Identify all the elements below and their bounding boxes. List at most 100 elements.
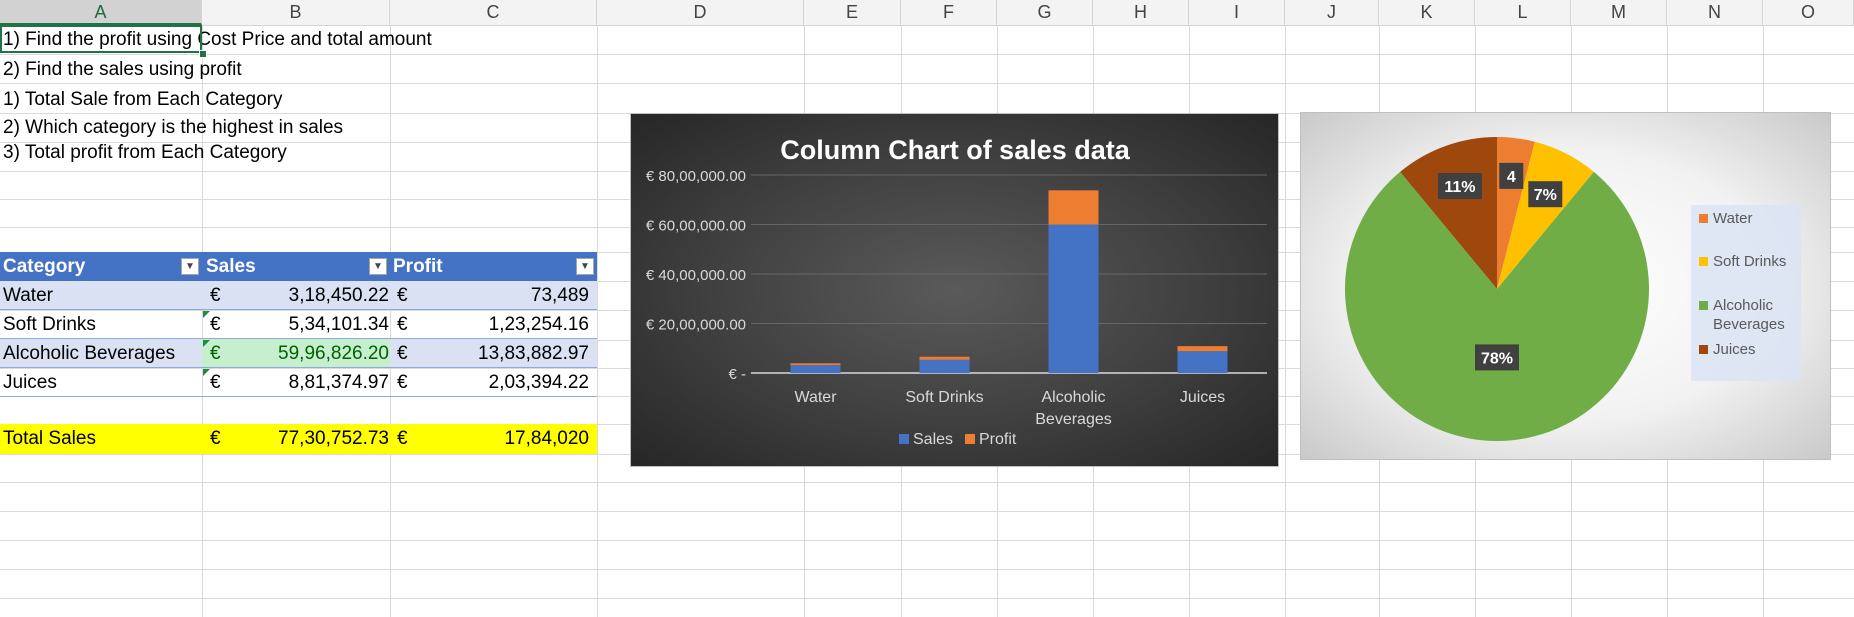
table-row: Juices €8,81,374.97 €2,03,394.22 bbox=[0, 368, 597, 397]
data-label: 4 bbox=[1507, 169, 1516, 186]
data-label: 78% bbox=[1481, 350, 1513, 367]
column-chart[interactable]: Column Chart of sales data € - € 20,00,000… bbox=[630, 113, 1279, 467]
filter-dropdown-icon[interactable]: ▼ bbox=[181, 258, 199, 275]
column-header-h[interactable]: H bbox=[1093, 0, 1189, 25]
legend-swatch bbox=[899, 434, 909, 444]
grid-hline bbox=[0, 54, 1854, 55]
legend-swatch bbox=[1699, 345, 1708, 354]
category-cell[interactable]: Water bbox=[3, 285, 53, 306]
grid-vline bbox=[390, 25, 391, 617]
profit-value[interactable]: 1,23,254.16 bbox=[488, 314, 589, 335]
legend-label: Beverages bbox=[1713, 316, 1785, 333]
column-header-c[interactable]: C bbox=[390, 0, 597, 25]
grid-hline bbox=[0, 540, 1854, 541]
sales-value[interactable]: 8,81,374.97 bbox=[288, 372, 389, 393]
column-header-j[interactable]: J bbox=[1285, 0, 1379, 25]
profit-value[interactable]: 73,489 bbox=[530, 285, 589, 306]
filter-dropdown-icon[interactable]: ▼ bbox=[369, 258, 387, 275]
selected-cell-A1[interactable] bbox=[0, 25, 202, 53]
fill-handle[interactable] bbox=[199, 50, 207, 58]
x-tick-label: Soft Drinks bbox=[905, 389, 983, 406]
grid-hline bbox=[0, 482, 1854, 483]
profit-currency[interactable]: € bbox=[397, 343, 408, 364]
sales-value[interactable]: 59,96,826.20 bbox=[278, 343, 389, 364]
column-header-l[interactable]: L bbox=[1475, 0, 1571, 25]
legend-label: Juices bbox=[1713, 341, 1756, 358]
total-profit-currency: € bbox=[397, 428, 408, 449]
total-row: Total Sales € 77,30,752.73 € 17,84,020 bbox=[0, 424, 597, 454]
y-tick-label: € - bbox=[728, 366, 746, 383]
filter-dropdown-icon[interactable]: ▼ bbox=[576, 258, 594, 275]
total-sales-value[interactable]: 77,30,752.73 bbox=[278, 428, 389, 449]
legend-label: Profit bbox=[979, 431, 1017, 448]
bar-profit bbox=[919, 356, 970, 360]
x-tick-label: Water bbox=[794, 389, 837, 406]
note-1[interactable]: 1) Find the profit using Cost Price and … bbox=[3, 29, 432, 50]
column-header-a[interactable]: A bbox=[0, 0, 202, 25]
legend-label: Water bbox=[1713, 210, 1752, 227]
grid-hline bbox=[0, 83, 1854, 84]
table-header-row: Category ▼ Sales ▼ Profit ▼ bbox=[0, 252, 597, 281]
column-header-b[interactable]: B bbox=[202, 0, 390, 25]
category-cell[interactable]: Soft Drinks bbox=[3, 314, 96, 335]
data-label: 11% bbox=[1444, 179, 1475, 196]
column-header-m[interactable]: M bbox=[1571, 0, 1667, 25]
error-indicator-icon[interactable] bbox=[203, 311, 210, 318]
legend-swatch bbox=[1699, 301, 1708, 310]
data-label-box bbox=[1437, 173, 1482, 200]
sales-currency[interactable]: € bbox=[210, 314, 221, 335]
profit-value[interactable]: 2,03,394.22 bbox=[488, 372, 589, 393]
bar-profit bbox=[1048, 190, 1099, 225]
note-5[interactable]: 3) Total profit from Each Category bbox=[3, 142, 287, 163]
column-header-f[interactable]: F bbox=[901, 0, 997, 25]
column-header-n[interactable]: N bbox=[1667, 0, 1763, 25]
pie-chart[interactable]: 4 7% 78% 11% Water Soft Drinks Alcoholic Bevera… bbox=[1300, 112, 1831, 460]
table-row: Water €3,18,450.22 €73,489 bbox=[0, 281, 597, 310]
profit-value[interactable]: 13,83,882.97 bbox=[478, 343, 589, 364]
note-2[interactable]: 2) Find the sales using profit bbox=[3, 59, 242, 80]
pie-slice bbox=[1497, 141, 1594, 289]
column-header-g[interactable]: G bbox=[997, 0, 1093, 25]
bar-profit bbox=[790, 363, 841, 366]
column-header-i[interactable]: I bbox=[1189, 0, 1285, 25]
note-4[interactable]: 2) Which category is the highest in sale… bbox=[3, 117, 344, 138]
table-row: Soft Drinks €5,34,101.34 €1,23,254.16 bbox=[0, 310, 597, 339]
total-profit-value[interactable]: 17,84,020 bbox=[504, 428, 589, 449]
total-sales-currency: € bbox=[210, 428, 221, 449]
sales-currency[interactable]: € bbox=[210, 372, 221, 393]
note-3[interactable]: 1) Total Sale from Each Category bbox=[3, 89, 283, 110]
legend-label: Soft Drinks bbox=[1713, 253, 1786, 270]
error-indicator-icon[interactable] bbox=[203, 369, 210, 376]
bar-sales bbox=[790, 365, 841, 373]
bar-sales bbox=[1048, 224, 1099, 373]
legend-label: Alcoholic bbox=[1713, 297, 1774, 314]
grid-vline bbox=[1285, 25, 1286, 617]
sales-currency[interactable]: € bbox=[210, 343, 221, 364]
sales-value[interactable]: 3,18,450.22 bbox=[288, 285, 389, 306]
column-header-o[interactable]: O bbox=[1763, 0, 1854, 25]
profit-currency[interactable]: € bbox=[397, 285, 408, 306]
grid-vline bbox=[202, 25, 203, 617]
header-sales: Sales bbox=[206, 256, 256, 277]
profit-currency[interactable]: € bbox=[397, 372, 408, 393]
bar-sales bbox=[919, 359, 970, 373]
y-tick-label: € 60,00,000.00 bbox=[646, 218, 746, 235]
data-label-box bbox=[1475, 344, 1519, 371]
chart-title: Column Chart of sales data bbox=[780, 135, 1131, 165]
data-label-box bbox=[1528, 181, 1563, 208]
column-header-d[interactable]: D bbox=[597, 0, 804, 25]
column-header-k[interactable]: K bbox=[1379, 0, 1475, 25]
sales-value[interactable]: 5,34,101.34 bbox=[288, 314, 389, 335]
error-indicator-icon[interactable] bbox=[203, 340, 210, 347]
total-label[interactable]: Total Sales bbox=[3, 428, 96, 449]
header-category: Category bbox=[3, 256, 86, 277]
legend-swatch bbox=[965, 434, 975, 444]
grid-hline bbox=[0, 569, 1854, 570]
column-header-e[interactable]: E bbox=[804, 0, 901, 25]
category-cell[interactable]: Juices bbox=[3, 372, 57, 393]
category-cell[interactable]: Alcoholic Beverages bbox=[3, 343, 176, 364]
sales-currency[interactable]: € bbox=[210, 285, 221, 306]
profit-currency[interactable]: € bbox=[397, 314, 408, 335]
